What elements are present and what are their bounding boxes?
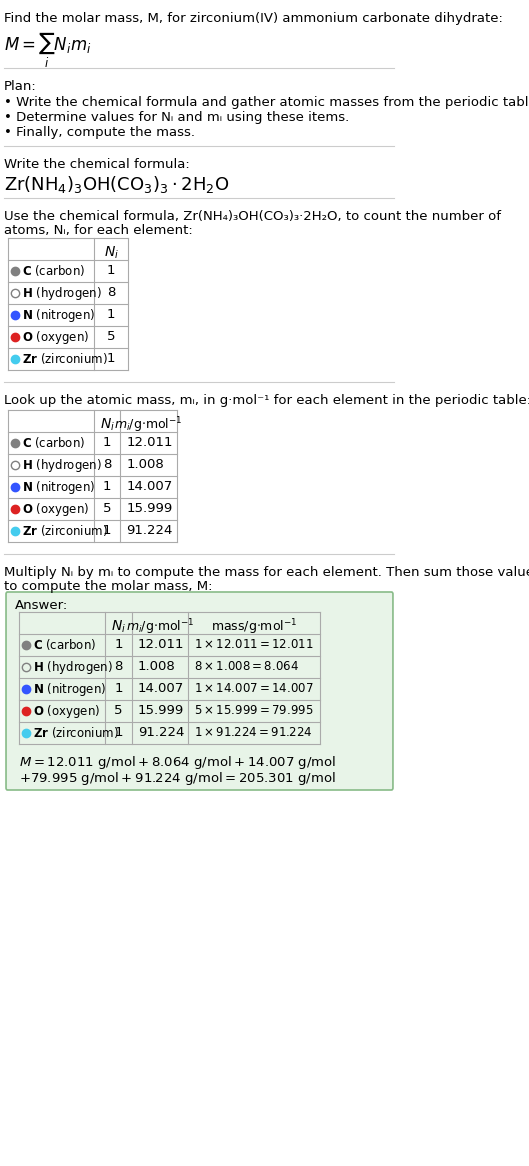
Text: $m_i/\mathrm{g{\cdot}mol^{-1}}$: $m_i/\mathrm{g{\cdot}mol^{-1}}$ (114, 415, 183, 435)
Text: $m_i/\mathrm{g{\cdot}mol^{-1}}$: $m_i/\mathrm{g{\cdot}mol^{-1}}$ (126, 617, 194, 637)
Text: 1: 1 (103, 480, 112, 493)
Text: $\mathbf{H}$ (hydrogen): $\mathbf{H}$ (hydrogen) (22, 285, 102, 302)
Text: $1 \times 12.011 = 12.011$: $1 \times 12.011 = 12.011$ (194, 639, 314, 652)
Text: 5: 5 (114, 704, 123, 717)
Text: 12.011: 12.011 (126, 436, 173, 450)
Text: Use the chemical formula, Zr(NH₄)₃OH(CO₃)₃·2H₂O, to count the number of: Use the chemical formula, Zr(NH₄)₃OH(CO₃… (4, 210, 501, 223)
Text: 1: 1 (114, 682, 123, 695)
Text: Look up the atomic mass, mᵢ, in g·mol⁻¹ for each element in the periodic table:: Look up the atomic mass, mᵢ, in g·mol⁻¹ … (4, 394, 529, 407)
Text: $8 \times 1.008 = 8.064$: $8 \times 1.008 = 8.064$ (194, 660, 299, 674)
Text: 15.999: 15.999 (126, 503, 172, 515)
Text: $N_i$: $N_i$ (100, 416, 115, 434)
Text: atoms, Nᵢ, for each element:: atoms, Nᵢ, for each element: (4, 224, 193, 237)
Text: $N_i$: $N_i$ (111, 619, 126, 635)
Text: $\mathbf{N}$ (nitrogen): $\mathbf{N}$ (nitrogen) (22, 478, 95, 496)
Text: 8: 8 (107, 287, 115, 300)
Text: $\mathbf{H}$ (hydrogen): $\mathbf{H}$ (hydrogen) (22, 457, 102, 473)
Text: 1.008: 1.008 (126, 458, 164, 471)
Text: 91.224: 91.224 (138, 726, 184, 739)
Text: $\mathbf{H}$ (hydrogen): $\mathbf{H}$ (hydrogen) (33, 659, 113, 675)
Text: $N_i$: $N_i$ (104, 245, 118, 261)
Text: • Write the chemical formula and gather atomic masses from the periodic table.: • Write the chemical formula and gather … (4, 96, 529, 108)
Text: 5: 5 (107, 330, 115, 344)
Text: $M = \sum_i N_i m_i$: $M = \sum_i N_i m_i$ (4, 30, 91, 70)
Text: 1.008: 1.008 (138, 660, 176, 674)
Text: 1: 1 (107, 309, 115, 322)
Text: • Finally, compute the mass.: • Finally, compute the mass. (4, 126, 195, 139)
Text: 1: 1 (103, 525, 112, 538)
Text: $M = 12.011\ \mathrm{g/mol} + 8.064\ \mathrm{g/mol} + 14.007\ \mathrm{g/mol}$: $M = 12.011\ \mathrm{g/mol} + 8.064\ \ma… (19, 754, 336, 771)
Text: $\mathbf{Zr}$ (zirconium): $\mathbf{Zr}$ (zirconium) (22, 524, 107, 539)
Text: 5: 5 (103, 503, 112, 515)
Text: Write the chemical formula:: Write the chemical formula: (4, 159, 189, 171)
Text: $\mathbf{N}$ (nitrogen): $\mathbf{N}$ (nitrogen) (33, 681, 106, 697)
Text: 8: 8 (114, 660, 123, 674)
Text: $+ 79.995\ \mathrm{g/mol} + 91.224\ \mathrm{g/mol} = 205.301\ \mathrm{g/mol}$: $+ 79.995\ \mathrm{g/mol} + 91.224\ \mat… (19, 770, 336, 787)
Text: $\mathrm{mass/g{\cdot}mol^{-1}}$: $\mathrm{mass/g{\cdot}mol^{-1}}$ (211, 617, 297, 637)
Text: Multiply Nᵢ by mᵢ to compute the mass for each element. Then sum those values: Multiply Nᵢ by mᵢ to compute the mass fo… (4, 566, 529, 580)
Text: $\mathbf{Zr}$ (zirconium): $\mathbf{Zr}$ (zirconium) (22, 351, 107, 366)
Text: to compute the molar mass, M:: to compute the molar mass, M: (4, 580, 212, 593)
FancyBboxPatch shape (6, 592, 393, 791)
Text: • Determine values for Nᵢ and mᵢ using these items.: • Determine values for Nᵢ and mᵢ using t… (4, 111, 349, 124)
Text: $\mathbf{C}$ (carbon): $\mathbf{C}$ (carbon) (22, 264, 85, 279)
Text: 14.007: 14.007 (138, 682, 184, 695)
Text: $\mathbf{Zr}$ (zirconium): $\mathbf{Zr}$ (zirconium) (33, 725, 119, 740)
Text: 1: 1 (107, 265, 115, 278)
Text: $\mathbf{O}$ (oxygen): $\mathbf{O}$ (oxygen) (22, 500, 89, 518)
Text: 1: 1 (103, 436, 112, 450)
Text: 12.011: 12.011 (138, 639, 184, 652)
Text: $\mathbf{N}$ (nitrogen): $\mathbf{N}$ (nitrogen) (22, 307, 95, 323)
Text: $\mathrm{Zr(NH_4)_3OH(CO_3)_3 \cdot 2H_2O}$: $\mathrm{Zr(NH_4)_3OH(CO_3)_3 \cdot 2H_2… (4, 174, 230, 195)
Text: Plan:: Plan: (4, 80, 37, 93)
Text: $5 \times 15.999 = 79.995$: $5 \times 15.999 = 79.995$ (194, 704, 314, 717)
Text: 15.999: 15.999 (138, 704, 184, 717)
Text: $1 \times 91.224 = 91.224$: $1 \times 91.224 = 91.224$ (194, 726, 313, 739)
Text: $\mathbf{C}$ (carbon): $\mathbf{C}$ (carbon) (22, 435, 85, 450)
Text: 8: 8 (103, 458, 112, 471)
Text: $\mathbf{C}$ (carbon): $\mathbf{C}$ (carbon) (33, 638, 96, 653)
Text: $\mathbf{O}$ (oxygen): $\mathbf{O}$ (oxygen) (22, 329, 89, 345)
Text: 91.224: 91.224 (126, 525, 173, 538)
Text: 1: 1 (114, 726, 123, 739)
Text: 1: 1 (114, 639, 123, 652)
Text: 14.007: 14.007 (126, 480, 172, 493)
Text: $\mathbf{O}$ (oxygen): $\mathbf{O}$ (oxygen) (33, 702, 101, 719)
Text: $1 \times 14.007 = 14.007$: $1 \times 14.007 = 14.007$ (194, 682, 314, 695)
Text: Find the molar mass, M, for zirconium(IV) ammonium carbonate dihydrate:: Find the molar mass, M, for zirconium(IV… (4, 12, 503, 24)
Text: Answer:: Answer: (15, 599, 68, 612)
Text: 1: 1 (107, 352, 115, 365)
